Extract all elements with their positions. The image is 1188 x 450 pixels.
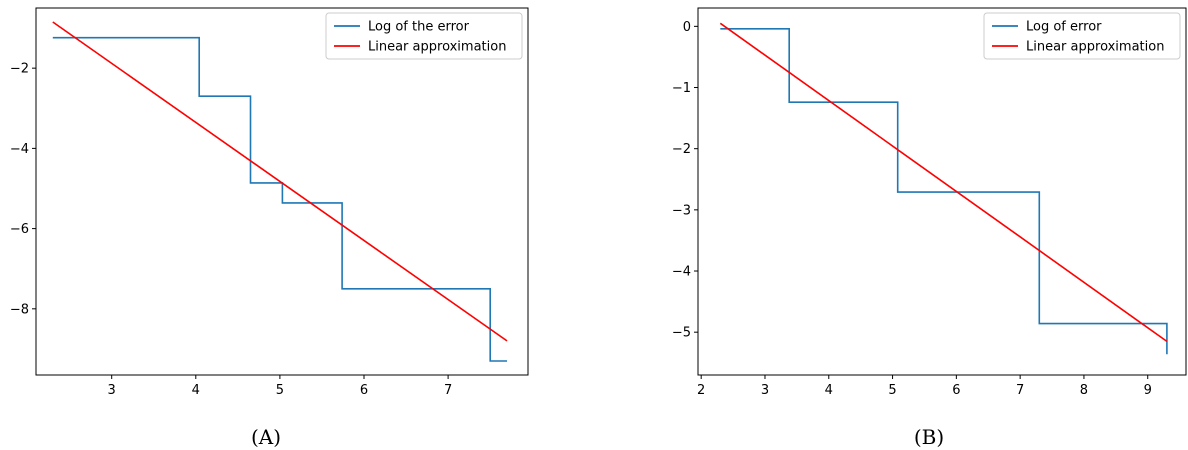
series-line-approximation — [52, 21, 508, 342]
series-line-error — [52, 36, 507, 362]
legend-label: Linear approximation — [368, 40, 506, 55]
panel-b: 2 3 4 5 6 7 8 9 0 −1 −2 −3 −4 −5 Log of error Linear ap… — [672, 7, 1187, 449]
x-tick-label: 4 — [192, 383, 200, 398]
x-tick-label: 5 — [276, 383, 284, 398]
panel-a: 3 4 5 6 7 −2 −4 −6 −8 Log of the error Linear appr… — [10, 7, 529, 449]
legend-box — [983, 12, 1181, 60]
panel-caption: (A) — [251, 425, 281, 449]
x-tick-label: 3 — [108, 383, 116, 398]
x-tick-label: 5 — [888, 383, 896, 398]
y-tick-label: −3 — [672, 203, 691, 218]
y-tick-label: −6 — [10, 222, 29, 237]
legend-label: Linear approximation — [1026, 40, 1164, 55]
series-line-error — [720, 27, 1168, 355]
x-tick-label: 6 — [360, 383, 368, 398]
plot-frame — [35, 7, 529, 376]
x-tick-label: 8 — [1080, 383, 1088, 398]
y-tick-label: −2 — [672, 142, 691, 157]
x-tick-label: 4 — [825, 383, 833, 398]
panel-caption: (B) — [914, 425, 944, 449]
y-tick-label: −2 — [10, 62, 29, 77]
x-tick-label: 9 — [1144, 383, 1152, 398]
y-tick-label: −5 — [672, 326, 691, 341]
legend-box — [325, 12, 523, 60]
plot-frame — [697, 7, 1187, 376]
x-tick-label: 7 — [1016, 383, 1024, 398]
legend-label: Log of the error — [368, 20, 470, 35]
x-tick-label: 7 — [444, 383, 452, 398]
y-tick-label: −4 — [10, 142, 29, 157]
y-tick-label: −1 — [672, 81, 691, 96]
y-tick-label: −8 — [10, 302, 29, 317]
legend-label: Log of error — [1026, 20, 1102, 35]
x-tick-label: 6 — [952, 383, 960, 398]
x-tick-label: 3 — [761, 383, 769, 398]
y-tick-label: −4 — [672, 265, 691, 280]
series-line-approximation — [719, 22, 1168, 343]
x-tick-label: 2 — [697, 383, 705, 398]
y-tick-label: 0 — [683, 20, 691, 35]
